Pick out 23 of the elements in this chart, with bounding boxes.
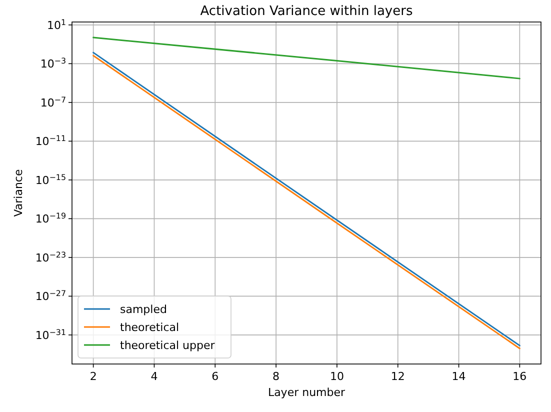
x-tick-label: 4	[150, 370, 158, 383]
legend-label: sampled	[120, 303, 167, 316]
x-tick-label: 14	[452, 370, 466, 383]
y-tick-label: 10$^{1}$	[46, 17, 66, 32]
x-tick-label: 8	[272, 370, 280, 383]
y-tick-label: 10$^{−15}$	[35, 172, 66, 187]
x-tick-label: 16	[512, 370, 527, 383]
y-tick-label: 10$^{−19}$	[35, 211, 66, 226]
y-tick-label: 10$^{−7}$	[40, 94, 66, 110]
y-tick-label: 10$^{−27}$	[35, 288, 66, 304]
x-tick-label: 10	[330, 370, 344, 383]
legend-label: theoretical upper	[120, 339, 216, 352]
y-tick-label: 10$^{−31}$	[35, 327, 66, 342]
legend-label: theoretical	[120, 321, 180, 334]
y-axis-title: Variance	[12, 169, 25, 217]
x-tick-label: 12	[390, 370, 405, 383]
y-tick-label: 10$^{−11}$	[35, 134, 66, 148]
y-tick-label: 10$^{−23}$	[35, 250, 66, 264]
x-axis-title: Layer number	[268, 386, 346, 399]
chart-title: Activation Variance within layers	[200, 4, 413, 19]
y-tick-label: 10$^{−3}$	[40, 56, 66, 71]
x-tick-label: 6	[212, 370, 219, 383]
x-tick-label: 2	[90, 370, 97, 383]
